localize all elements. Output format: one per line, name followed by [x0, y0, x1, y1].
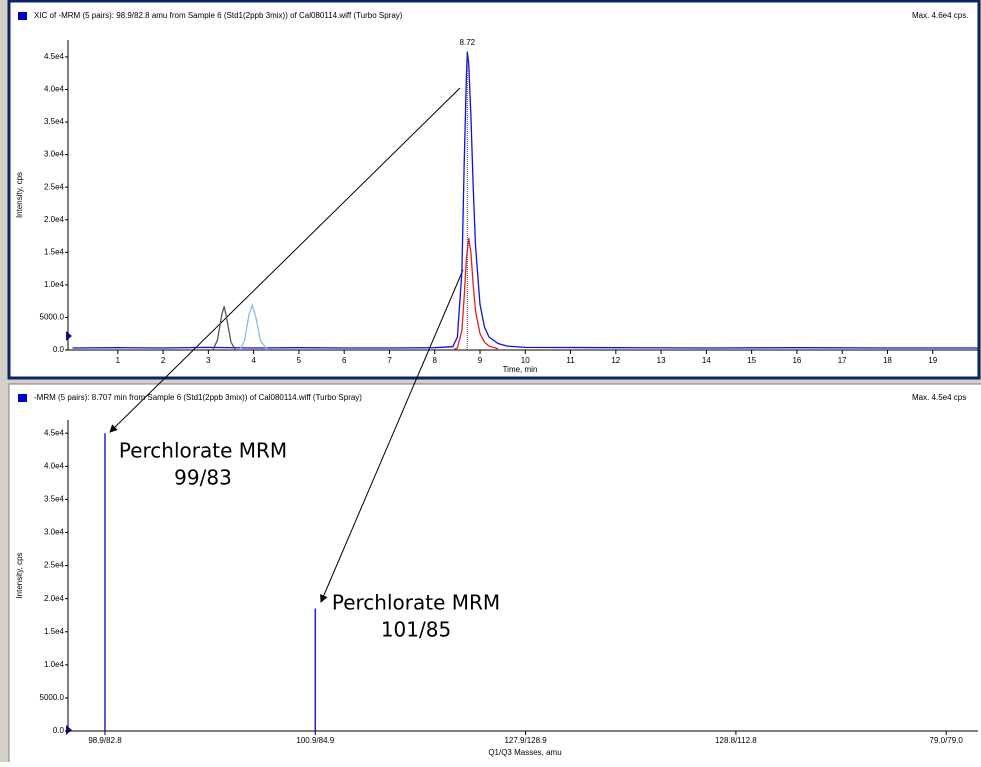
y-tick-label: 1.5e4: [44, 627, 65, 636]
bar: [104, 433, 106, 731]
x-tick-label: 100.9/84.9: [296, 736, 334, 745]
chart-title: -MRM (5 pairs): 8.707 min from Sample 6 …: [34, 393, 362, 402]
max-label: Max. 4.5e4 cps: [912, 393, 966, 402]
x-tick-label: 9: [478, 356, 483, 365]
y-tick-label: 3.5e4: [44, 495, 65, 504]
x-tick-label: 2: [161, 356, 166, 365]
peak-label: 8.72: [460, 38, 476, 47]
top-pane[interactable]: [7, 0, 981, 380]
y-tick-label: 5000.0: [40, 313, 65, 322]
bar: [314, 608, 317, 731]
y-tick-label: 5000.0: [40, 693, 65, 702]
y-tick-label: 4.0e4: [44, 461, 65, 470]
annotation: Perchlorate MRM: [332, 591, 500, 615]
x-tick-label: 10: [521, 356, 530, 365]
x-tick-label: 11: [566, 356, 575, 365]
x-axis-label: Q1/Q3 Masses, amu: [488, 748, 561, 757]
x-tick-label: 3: [206, 356, 211, 365]
y-tick-label: 2.0e4: [44, 215, 65, 224]
x-tick-label: 4: [251, 356, 256, 365]
y-tick-label: 1.0e4: [44, 280, 65, 289]
chart-title: XIC of -MRM (5 pairs): 98.9/82.8 amu fro…: [34, 11, 403, 20]
y-axis-label: Intensity, cps: [15, 552, 24, 598]
x-tick-label: 19: [928, 356, 937, 365]
trace: [212, 306, 237, 351]
annotation: 99/83: [174, 466, 232, 490]
pane-icon: [18, 394, 27, 402]
x-tick-label: 17: [838, 356, 847, 365]
x-tick-label: 8: [432, 356, 437, 365]
y-tick-label: 0.0: [53, 345, 65, 354]
y-tick-label: 2.5e4: [44, 561, 65, 570]
y-tick-label: 1.0e4: [44, 660, 65, 669]
x-tick-label: 16: [792, 356, 801, 365]
annotation: Perchlorate MRM: [119, 439, 287, 463]
y-tick-label: 1.5e4: [44, 247, 65, 256]
max-label: Max. 4.6e4 cps.: [912, 11, 968, 20]
x-tick-label: 7: [387, 356, 392, 365]
x-tick-label: 14: [702, 356, 711, 365]
x-tick-label: 128.8/112.8: [715, 736, 757, 745]
annotation: 101/85: [381, 618, 451, 642]
x-tick-label: 1: [116, 356, 121, 365]
x-axis-label: Time, min: [503, 365, 538, 374]
x-tick-label: 5: [297, 356, 302, 365]
y-tick-label: 4.5e4: [44, 52, 65, 61]
y-axis-label: Intensity, cps: [15, 172, 24, 218]
y-tick-label: 2.0e4: [44, 594, 65, 603]
y-tick-label: 3.0e4: [44, 528, 65, 537]
y-tick-label: 3.5e4: [44, 117, 65, 126]
y-tick-label: 3.0e4: [44, 150, 65, 159]
bottom-pane[interactable]: [8, 383, 981, 765]
pane-icon: [18, 12, 27, 20]
x-tick-label: 98.9/82.8: [88, 736, 122, 745]
arrow: [320, 269, 464, 603]
x-tick-label: 12: [611, 356, 620, 365]
x-tick-label: 79.0/79.0: [930, 736, 964, 745]
x-tick-label: 15: [747, 356, 756, 365]
x-tick-label: 127.9/128.9: [504, 736, 547, 745]
trace: [239, 302, 268, 351]
y-tick-label: 4.5e4: [44, 428, 65, 437]
arrow: [109, 87, 461, 433]
x-tick-label: 6: [342, 356, 347, 365]
y-tick-label: 4.0e4: [44, 85, 65, 94]
trace: [452, 237, 499, 351]
trace: [72, 51, 978, 349]
y-tick-label: 2.5e4: [44, 182, 65, 191]
x-tick-label: 13: [657, 356, 666, 365]
x-tick-label: 18: [883, 356, 892, 365]
y-tick-label: 0.0: [53, 726, 65, 735]
